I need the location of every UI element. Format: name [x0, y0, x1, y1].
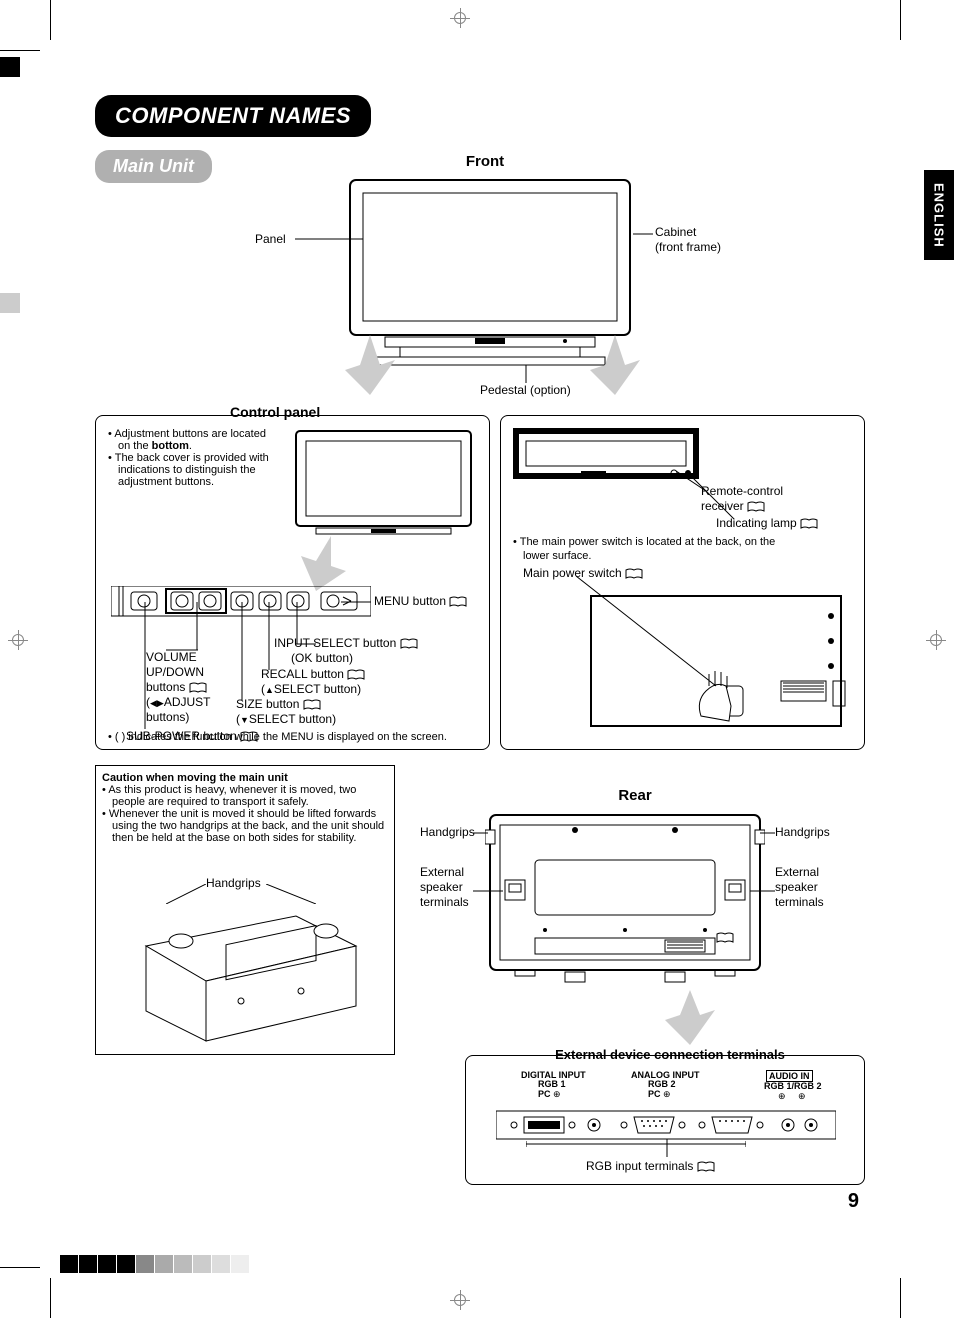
- arrow-icon: [590, 335, 640, 395]
- caution-heading: Caution when moving the main unit: [102, 772, 288, 784]
- footer-grayscale: [60, 1255, 250, 1273]
- ext-speaker-l1: External: [420, 865, 464, 879]
- volume-sub3: buttons): [146, 710, 189, 724]
- caution-handgrips: Handgrips: [206, 876, 261, 890]
- power-note1: The main power switch is located at the …: [520, 536, 776, 548]
- power-note2: lower surface.: [523, 550, 591, 562]
- rear-heading: Rear: [605, 787, 665, 804]
- cp-footnote: ( ) indicates the function while the MEN…: [115, 731, 447, 743]
- language-tab: ENGLISH: [924, 170, 954, 260]
- main-unit-title: Main Unit: [95, 150, 212, 183]
- volume-l2: UP/DOWN: [146, 665, 204, 679]
- cp-note1b: on the: [118, 440, 152, 452]
- book-icon: [189, 682, 207, 694]
- caution-2b: using the two handgrips at the back, and…: [102, 820, 388, 832]
- page-number: 9: [848, 1190, 859, 1213]
- book-icon: [747, 501, 765, 513]
- ext-speaker-l2: speaker: [420, 880, 463, 894]
- external-box: DIGITAL INPUT RGB 1 PC ⊕ ANALOG INPUT RG…: [465, 1055, 865, 1185]
- control-panel-tv-icon: [291, 426, 476, 541]
- input-select-label: INPUT SELECT button: [274, 636, 396, 650]
- volume-sub2: ADJUST: [164, 695, 211, 709]
- audio-sub-label: RGB 1/RGB 2: [764, 1081, 822, 1091]
- recall-label: RECALL button: [261, 667, 344, 681]
- cp-note2b: indications to distinguish the: [108, 464, 293, 476]
- cp-note2c: adjustment buttons.: [108, 476, 293, 488]
- right-panel-box: Remote-control receiver Indicating lamp …: [500, 415, 865, 750]
- recall-sub: SELECT button): [274, 682, 361, 696]
- rear-handgrips-right: Handgrips: [775, 825, 830, 839]
- pedestal-label: Pedestal (option): [480, 383, 571, 397]
- input-select-sub: (OK button): [291, 651, 353, 665]
- book-icon: [716, 931, 734, 943]
- caution-box: Caution when moving the main unit • As t…: [95, 765, 395, 1055]
- arrow-icon: [296, 536, 346, 591]
- size-label: SIZE button: [236, 697, 299, 711]
- arrow-icon: [665, 990, 715, 1045]
- menu-button-label: MENU button: [374, 594, 446, 608]
- rgb-input-label: RGB input terminals: [586, 1159, 693, 1173]
- section-title: COMPONENT NAMES: [95, 95, 371, 137]
- volume-l3: buttons: [146, 680, 185, 694]
- rear-diagram: [485, 810, 765, 990]
- handgrip-diagram: [126, 896, 366, 1046]
- book-icon: [347, 669, 365, 681]
- rgb1-label: RGB 1: [538, 1079, 566, 1089]
- arrow-icon: [345, 335, 395, 395]
- book-icon: [449, 596, 467, 608]
- volume-l1: VOLUME: [146, 650, 197, 664]
- ext-speaker-l3: terminals: [420, 895, 469, 909]
- book-icon: [400, 638, 418, 650]
- front-heading: Front: [445, 153, 525, 170]
- indicating-lamp-label: Indicating lamp: [716, 516, 797, 530]
- cabinet-label-2: (front frame): [655, 240, 721, 254]
- cp-note1a: Adjustment buttons are located: [114, 428, 266, 440]
- panel-label: Panel: [255, 232, 286, 246]
- size-sub: SELECT button): [249, 712, 336, 726]
- control-panel-box: • Adjustment buttons are located on the …: [95, 415, 490, 750]
- cp-note1bold: bottom: [152, 440, 189, 452]
- ext-speaker-r1: External: [775, 865, 819, 879]
- pc-label-2: PC: [648, 1089, 661, 1099]
- caution-2c: then be held at the base on both sides f…: [102, 832, 388, 844]
- ext-speaker-r3: terminals: [775, 895, 824, 909]
- caution-2a: Whenever the unit is moved it should be …: [109, 808, 376, 820]
- cp-note2a: The back cover is provided with: [115, 452, 269, 464]
- cabinet-label-1: Cabinet: [655, 225, 696, 239]
- caution-1a: As this product is heavy, whenever it is…: [108, 784, 356, 796]
- pc-label-1: PC: [538, 1089, 551, 1099]
- ext-speaker-r2: speaker: [775, 880, 818, 894]
- rear-handgrips-left: Handgrips: [420, 825, 475, 839]
- book-icon: [697, 1161, 715, 1173]
- caution-1b: people are required to transport it safe…: [102, 796, 388, 808]
- rgb2-label: RGB 2: [648, 1079, 676, 1089]
- book-icon: [303, 699, 321, 711]
- book-icon: [800, 518, 818, 530]
